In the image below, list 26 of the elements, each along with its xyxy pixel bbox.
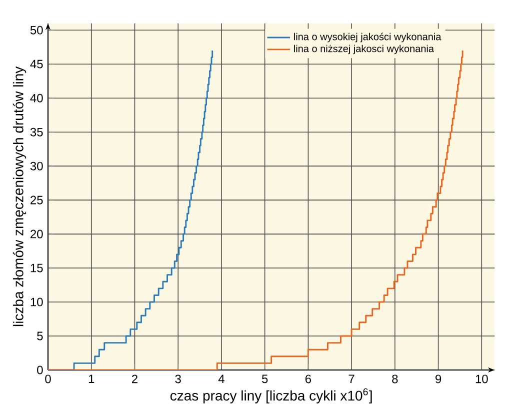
x-tick-label: 10: [476, 374, 488, 384]
y-tick-label: 40: [30, 94, 43, 102]
legend-label: lina o niższej jakosci wykonania: [294, 44, 434, 54]
x-tick-label: 1: [88, 374, 94, 383]
y-tick-label: 0: [37, 366, 43, 374]
legend-label: lina o wysokiej jakości wykonania: [294, 32, 442, 42]
y-tick-label: 15: [30, 264, 43, 272]
x-tick-label: 3: [175, 374, 181, 384]
y-tick-label: 35: [30, 128, 43, 136]
x-tick-label: 0: [45, 374, 51, 384]
y-tick-label: 50: [30, 26, 43, 34]
x-tick-label: 4: [218, 374, 224, 383]
y-tick-label: 45: [30, 60, 43, 68]
y-tick-label: 5: [37, 332, 43, 340]
x-tick-label: 7: [348, 374, 354, 383]
x-tick-label: 9: [436, 374, 442, 384]
x-tick-label: 2: [132, 374, 138, 384]
x-tick-label: 8: [392, 374, 398, 384]
y-tick-label: 20: [30, 230, 43, 238]
y-tick-label: 10: [30, 298, 43, 306]
x-tick-label: 6: [305, 374, 312, 384]
y-tick-label: 25: [30, 196, 43, 204]
x-tick-label: 5: [262, 374, 268, 384]
x-axis-title: czas pracy liny [liczba cykli x10$^{6}$]: [170, 388, 372, 404]
y-axis-title: liczba złomów zmęczeniowych drutów liny: [12, 66, 26, 326]
y-tick-label: 30: [30, 162, 43, 170]
